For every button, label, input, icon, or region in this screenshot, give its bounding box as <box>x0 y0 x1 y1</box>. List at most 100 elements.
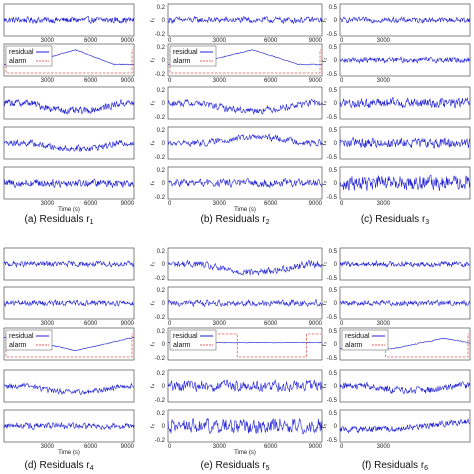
y-tick-label: 0 <box>162 342 166 348</box>
y-tick-label: 0.2 <box>157 411 166 417</box>
legend-residual-label: residual <box>345 333 370 340</box>
y-tick-label: 0.5 <box>329 168 338 174</box>
y-tick-label: -0.2 <box>155 72 166 78</box>
panel-frame <box>167 369 323 403</box>
x-tick-label: 0 <box>168 201 172 207</box>
y-tick-label: -0.5 <box>327 438 338 444</box>
x-tick-label: 3000 <box>213 78 227 84</box>
panel-ylabel: r₁ <box>322 18 328 22</box>
y-tick-label: 0.2 <box>157 329 166 335</box>
residual-line <box>3 139 135 153</box>
residual-line <box>3 178 134 189</box>
panel-frame <box>339 166 471 200</box>
residual-line <box>3 15 135 25</box>
x-tick-label: 6000 <box>84 201 98 207</box>
y-tick-label: 0.2 <box>157 371 166 377</box>
panel-ylabel: r₂ <box>150 300 156 305</box>
residual-line <box>167 298 323 308</box>
caption-subscript: 2 <box>266 219 270 226</box>
residual-line <box>339 260 471 268</box>
residual-line <box>3 260 135 268</box>
residual-line <box>167 379 323 393</box>
x-tick-label: 9000 <box>309 38 323 44</box>
x-tick-label: 3000 <box>377 444 391 450</box>
panel-frame <box>167 286 323 320</box>
caption-subscript: 3 <box>425 219 429 226</box>
x-tick-label: 3000 <box>377 78 391 84</box>
residual-line <box>339 381 471 395</box>
panel-frame <box>3 247 135 281</box>
x-tick-label: 3000 <box>41 444 55 450</box>
y-tick-label: 0 <box>334 384 338 390</box>
panel-ylabel: r₁ <box>150 18 156 22</box>
panel-ylabel: r₂ <box>150 57 156 62</box>
y-tick-label: 0.2 <box>157 288 166 294</box>
panel-ylabel: r₃ <box>150 100 156 105</box>
y-tick-label: 0.5 <box>329 411 338 417</box>
y-tick-label: 0 <box>334 141 338 147</box>
panel-frame <box>167 166 323 200</box>
y-tick-label: 0 <box>162 384 166 390</box>
residual-line <box>339 174 471 191</box>
panel-caption: (e) Residuals r5 <box>201 460 270 472</box>
y-tick-label: -0.5 <box>327 72 338 78</box>
y-tick-label: 0 <box>162 262 166 268</box>
x-axis-label: Time (s) <box>58 450 80 456</box>
y-tick-label: 0 <box>334 101 338 107</box>
y-tick-label: 0 <box>162 101 166 107</box>
x-tick-label: 0 <box>340 78 344 84</box>
panel-frame <box>339 43 471 77</box>
y-tick-label: 0.5 <box>329 5 338 11</box>
y-tick-label: 0 <box>162 301 166 307</box>
x-tick-label: 3000 <box>377 201 391 207</box>
x-tick-label: 6000 <box>264 321 278 327</box>
y-tick-label: -0.2 <box>155 155 166 161</box>
x-tick-label: 0 <box>168 38 172 44</box>
x-tick-label: 3000 <box>41 78 55 84</box>
caption-subscript: 1 <box>90 219 94 226</box>
residual-line <box>3 99 135 115</box>
y-tick-label: -0.5 <box>327 315 338 321</box>
panel-ylabel: r₂ <box>322 300 328 305</box>
panel-ylabel: r₁ <box>322 262 328 266</box>
residual-line <box>167 15 323 25</box>
y-tick-label: 0.2 <box>157 5 166 11</box>
y-tick-label: -0.5 <box>327 356 338 362</box>
y-tick-label: 0.2 <box>157 249 166 255</box>
panel-caption: (f) Residuals r6 <box>362 460 428 472</box>
panel-ylabel: r₄ <box>322 383 328 388</box>
y-tick-label: 0 <box>334 58 338 64</box>
panel-caption: (b) Residuals r2 <box>201 214 270 226</box>
y-tick-label: -0.2 <box>155 356 166 362</box>
y-tick-label: 0.5 <box>329 288 338 294</box>
residual-line <box>167 418 323 435</box>
x-tick-label: 0 <box>168 444 172 450</box>
alarm-line <box>5 49 133 74</box>
panel-frame <box>339 327 471 361</box>
y-tick-label: 0 <box>162 141 166 147</box>
legend-alarm-label: alarm <box>173 342 191 349</box>
caption-subscript: 5 <box>266 465 270 472</box>
x-tick-label: 3000 <box>41 321 55 327</box>
panel-frame <box>167 43 323 77</box>
x-axis-label: Time (s) <box>58 207 80 213</box>
x-axis-label: Time (s) <box>234 450 256 456</box>
x-tick-label: 3000 <box>213 444 227 450</box>
y-tick-label: 0.5 <box>329 329 338 335</box>
x-tick-label: 6000 <box>264 201 278 207</box>
x-tick-label: 0 <box>340 201 344 207</box>
panel-ylabel: r₃ <box>322 341 328 346</box>
x-tick-label: 6000 <box>84 38 98 44</box>
residual-line <box>167 133 323 147</box>
y-tick-label: -0.5 <box>327 115 338 121</box>
y-tick-label: -0.5 <box>327 32 338 38</box>
residual-line <box>339 137 471 149</box>
y-tick-label: -0.2 <box>155 438 166 444</box>
residual-line <box>339 418 471 434</box>
panel-ylabel: r₂ <box>322 57 328 62</box>
y-tick-label: 0 <box>334 301 338 307</box>
y-tick-label: 0 <box>162 18 166 24</box>
panel-caption: (d) Residuals r4 <box>25 460 94 472</box>
alarm-line <box>5 333 133 358</box>
